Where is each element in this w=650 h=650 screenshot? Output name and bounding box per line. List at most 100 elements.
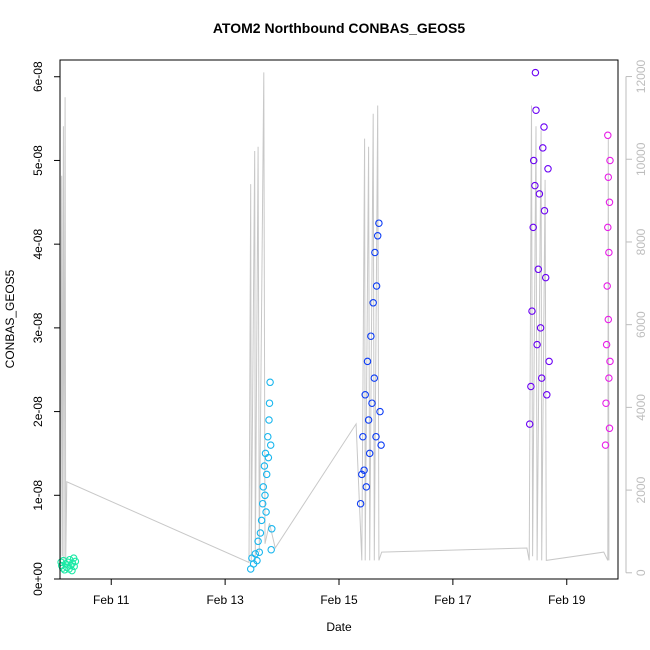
data-point: [604, 315, 613, 324]
data-point: [254, 537, 262, 546]
data-point: [266, 441, 275, 449]
data-point: [361, 391, 369, 399]
data-point: [68, 566, 76, 575]
right-tick-label: 10000: [634, 142, 648, 176]
data-point: [264, 432, 272, 441]
y-axis-label: CONBAS_GEOS5: [3, 269, 17, 368]
data-point: [604, 173, 613, 181]
data-point: [605, 374, 613, 382]
data-point: [372, 432, 380, 441]
data-point: [70, 562, 78, 571]
data-point: [531, 68, 540, 77]
data-point: [267, 545, 275, 554]
data-point: [371, 248, 379, 257]
data-point: [258, 499, 267, 508]
y-tick-label: 4e-08: [31, 229, 45, 260]
altitude-trace-layer: [59, 72, 610, 564]
data-point: [368, 399, 376, 407]
series-5: [601, 131, 614, 449]
x-tick-label: Feb 17: [434, 593, 472, 607]
data-point: [63, 563, 71, 572]
data-point: [539, 144, 547, 152]
right-tick-label: 6000: [634, 311, 648, 338]
y-tick-label: 5e-08: [31, 145, 45, 176]
data-point: [265, 399, 274, 407]
data-point: [377, 441, 385, 449]
data-point: [362, 483, 371, 491]
series-4: [525, 68, 553, 428]
data-point: [529, 156, 538, 165]
data-point: [71, 557, 80, 566]
data-point: [367, 332, 375, 340]
data-point: [606, 156, 614, 165]
data-point: [540, 206, 549, 215]
data-point: [375, 219, 383, 227]
data-point: [536, 324, 545, 332]
data-point: [540, 123, 548, 131]
y-tick-label: 2e-08: [31, 396, 45, 427]
data-point: [376, 407, 384, 416]
data-point: [605, 248, 613, 257]
data-point: [251, 550, 260, 558]
data-point: [541, 273, 550, 282]
data-point: [370, 374, 379, 382]
data-point: [543, 391, 551, 399]
data-point: [358, 470, 366, 479]
data-point: [604, 223, 612, 232]
data-point: [606, 357, 614, 366]
data-point: [525, 420, 534, 428]
data-point: [369, 299, 377, 307]
y-axis-left: 0e+00 1e-08 2e-08 3e-08 4e-08 5e-08 6e-08: [31, 61, 60, 596]
data-point: [253, 556, 261, 565]
x-tick-label: Feb 15: [320, 593, 358, 607]
right-tick-label: 0: [634, 569, 648, 576]
data-point: [602, 340, 611, 349]
data-point: [535, 190, 544, 198]
data-point: [364, 416, 373, 424]
data-point: [373, 232, 382, 240]
chart-title: ATOM2 Northbound CONBAS_GEOS5: [213, 20, 465, 36]
x-axis-label: Date: [326, 620, 352, 634]
data-point: [356, 499, 365, 508]
x-tick-label: Feb 11: [93, 593, 130, 607]
data-point: [537, 374, 546, 382]
data-point: [544, 165, 552, 173]
data-point: [603, 282, 611, 290]
data-point: [534, 265, 543, 274]
data-point: [545, 357, 553, 366]
right-tick-label: 12000: [634, 59, 648, 93]
data-point: [268, 525, 276, 533]
data-point: [605, 424, 614, 433]
data-point: [601, 441, 610, 449]
data-point: [365, 449, 374, 458]
data-point: [260, 462, 269, 470]
data-point: [532, 106, 540, 114]
y-tick-label: 6e-08: [31, 61, 45, 92]
x-tick-label: Feb 13: [206, 593, 244, 607]
right-tick-label: 8000: [634, 228, 648, 255]
data-point: [363, 357, 372, 366]
data-point: [266, 378, 274, 387]
data-point: [527, 382, 535, 391]
series-3: [356, 219, 385, 508]
data-point: [528, 307, 536, 315]
data-point: [261, 491, 269, 500]
right-tick-label: 2000: [634, 476, 648, 503]
y-tick-label: 1e-08: [31, 480, 45, 511]
altitude-trace-line: [59, 72, 610, 564]
data-points-layer: [57, 68, 614, 575]
data-point: [529, 223, 537, 232]
data-point: [359, 432, 367, 441]
y-tick-label: 0e+00: [31, 562, 45, 596]
data-point: [265, 416, 273, 424]
data-point: [531, 181, 539, 190]
right-tick-label: 4000: [634, 394, 648, 421]
data-point: [605, 198, 614, 207]
data-point: [602, 399, 610, 407]
data-point: [372, 282, 381, 290]
data-point: [259, 483, 268, 491]
data-point: [255, 548, 264, 556]
data-point: [262, 508, 270, 516]
data-point: [264, 453, 273, 462]
